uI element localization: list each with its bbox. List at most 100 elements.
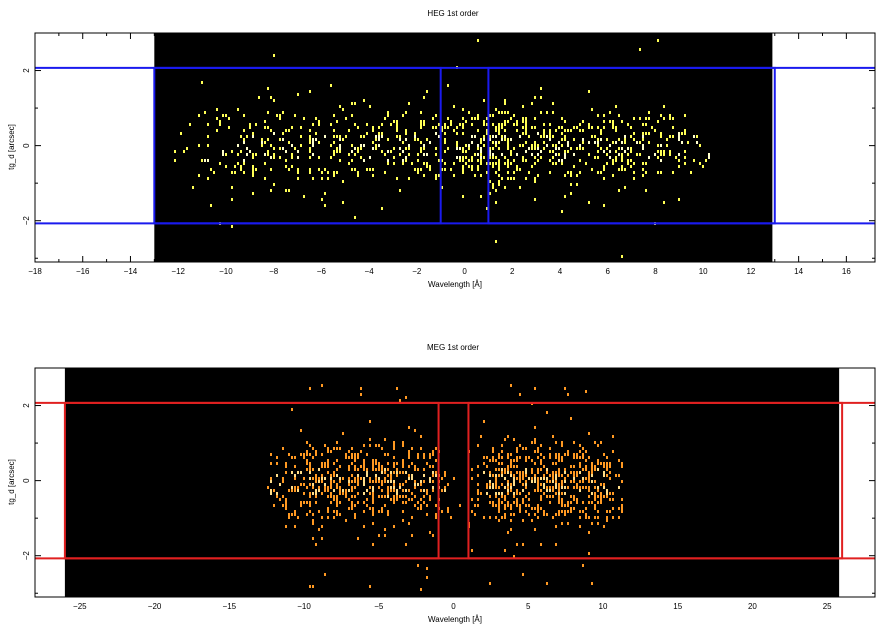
meg-event	[354, 459, 356, 462]
heg-event	[198, 174, 200, 177]
heg-event	[333, 141, 335, 144]
heg-event	[384, 171, 386, 174]
meg-event	[531, 477, 533, 480]
meg-event	[408, 456, 410, 459]
heg-event	[378, 135, 380, 138]
meg-event	[495, 492, 497, 495]
heg-event	[564, 195, 566, 198]
meg-event	[501, 471, 503, 474]
meg-event	[381, 468, 383, 471]
meg-event	[501, 495, 503, 498]
heg-event	[378, 144, 380, 147]
meg-event	[342, 477, 344, 480]
meg-event	[402, 501, 404, 504]
heg-event	[462, 195, 464, 198]
meg-event	[501, 444, 503, 447]
heg-event	[684, 156, 686, 159]
meg-event	[375, 477, 377, 480]
heg-event	[255, 168, 257, 171]
meg-event	[474, 513, 476, 516]
heg-event	[684, 114, 686, 117]
meg-event	[537, 456, 539, 459]
heg-event	[426, 138, 428, 141]
meg-event	[411, 492, 413, 495]
meg-event	[348, 483, 350, 486]
heg-event	[660, 144, 662, 147]
heg-event	[672, 126, 674, 129]
heg-y-axis-label: tg_d [arcsec]	[7, 124, 16, 170]
heg-event	[264, 177, 266, 180]
heg-event	[444, 141, 446, 144]
heg-event	[282, 111, 284, 114]
heg-event	[381, 123, 383, 126]
meg-event	[315, 480, 317, 483]
heg-event	[444, 138, 446, 141]
heg-event	[699, 144, 701, 147]
meg-event	[570, 480, 572, 483]
meg-event	[555, 474, 557, 477]
meg-event	[306, 468, 308, 471]
meg-event	[309, 462, 311, 465]
meg-event	[612, 507, 614, 510]
meg-event	[327, 450, 329, 453]
meg-event	[516, 465, 518, 468]
heg-event	[513, 171, 515, 174]
heg-event	[660, 159, 662, 162]
meg-event	[417, 453, 419, 456]
heg-event	[405, 159, 407, 162]
meg-event	[336, 510, 338, 513]
meg-event	[537, 447, 539, 450]
meg-event	[600, 495, 602, 498]
meg-event	[507, 468, 509, 471]
meg-event	[558, 456, 560, 459]
meg-event	[414, 465, 416, 468]
heg-event	[447, 117, 449, 120]
heg-event	[498, 147, 500, 150]
meg-event	[591, 474, 593, 477]
meg-event	[498, 462, 500, 465]
heg-event	[276, 114, 278, 117]
meg-event	[492, 483, 494, 486]
meg-event	[606, 465, 608, 468]
meg-event	[435, 516, 437, 519]
meg-event	[591, 480, 593, 483]
meg-event	[531, 471, 533, 474]
meg-event	[582, 564, 584, 567]
meg-event	[558, 501, 560, 504]
meg-event	[585, 465, 587, 468]
meg-event	[315, 501, 317, 504]
heg-event	[444, 162, 446, 165]
heg-event	[603, 204, 605, 207]
meg-event	[477, 492, 479, 495]
heg-event	[522, 144, 524, 147]
heg-event	[525, 129, 527, 132]
meg-event	[537, 489, 539, 492]
heg-event	[222, 150, 224, 153]
heg-x-tick-label: 10	[699, 267, 708, 276]
meg-event	[306, 513, 308, 516]
meg-event	[375, 444, 377, 447]
meg-event	[348, 489, 350, 492]
heg-event	[348, 162, 350, 165]
meg-event	[360, 477, 362, 480]
meg-event	[603, 462, 605, 465]
heg-event	[450, 168, 452, 171]
meg-event	[276, 495, 278, 498]
meg-event	[522, 477, 524, 480]
meg-event	[516, 471, 518, 474]
heg-event	[549, 123, 551, 126]
heg-event	[447, 147, 449, 150]
meg-event	[537, 471, 539, 474]
meg-event	[516, 450, 518, 453]
heg-event	[297, 177, 299, 180]
heg-event	[339, 147, 341, 150]
heg-event	[441, 159, 443, 162]
heg-event	[462, 126, 464, 129]
meg-extraction-regions	[35, 401, 875, 560]
meg-event	[576, 483, 578, 486]
meg-event	[372, 495, 374, 498]
heg-event	[669, 150, 671, 153]
heg-x-tick-label: −12	[171, 267, 185, 276]
meg-event	[504, 471, 506, 474]
heg-event	[273, 132, 275, 135]
